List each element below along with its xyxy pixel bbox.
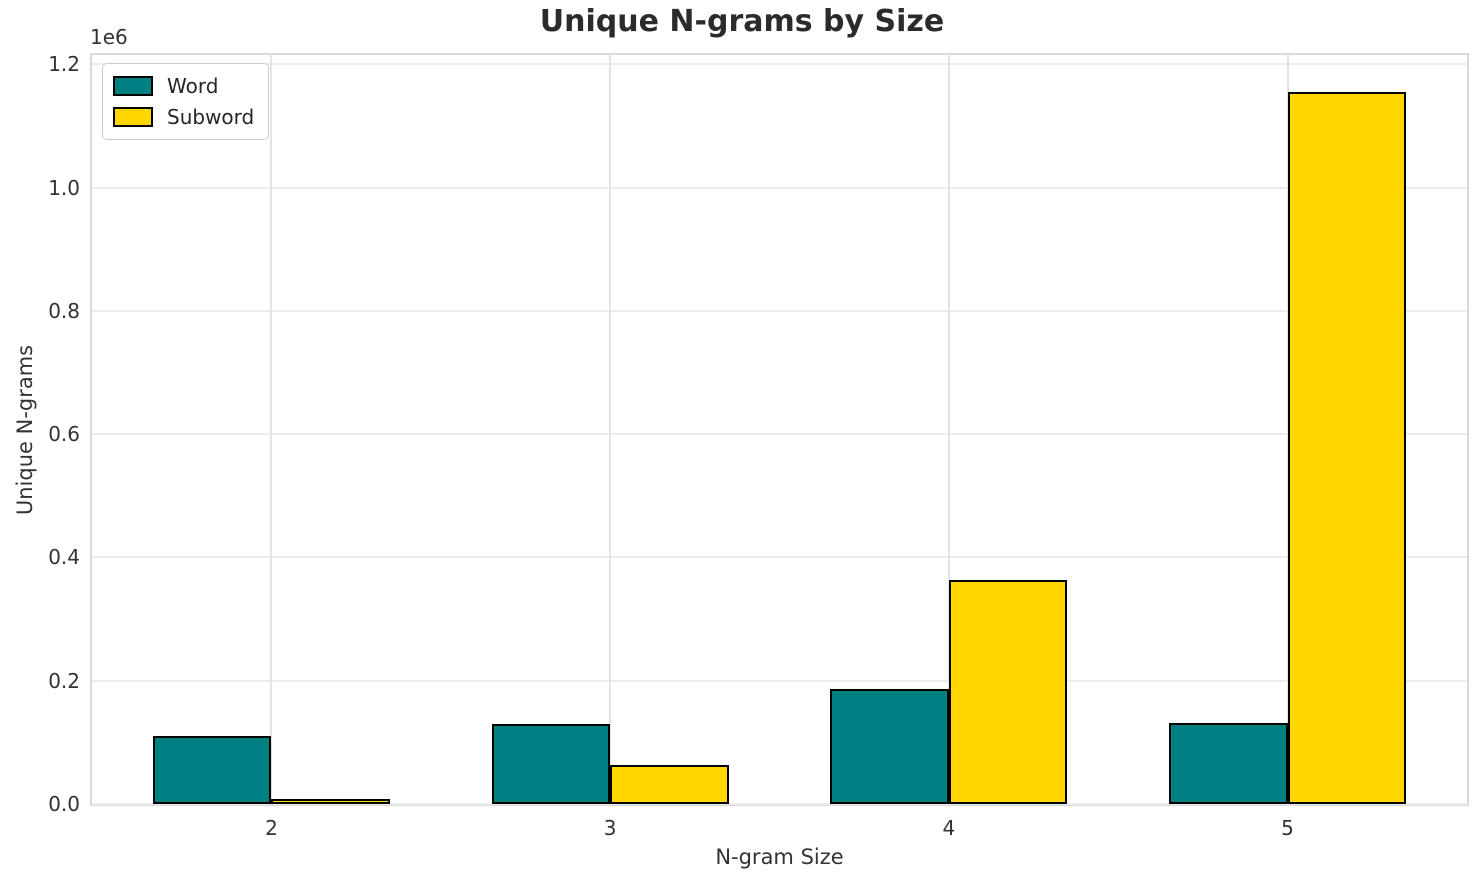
bar-subword-ngram-2 [271, 799, 391, 804]
x-axis-label: N-gram Size [715, 845, 844, 869]
x-tick-label: 4 [942, 816, 956, 840]
v-gridline [270, 55, 273, 804]
legend-label: Subword [167, 105, 255, 129]
h-gridline [92, 186, 1467, 189]
x-tick-label: 5 [1281, 816, 1294, 840]
bar-subword-ngram-5 [1287, 92, 1407, 804]
y-tick-label: 0.2 [48, 668, 80, 693]
v-gridline [609, 55, 612, 804]
h-gridline [92, 556, 1467, 559]
h-gridline [92, 679, 1467, 682]
y-tick-label: 1.0 [48, 175, 80, 200]
bar-word-ngram-3 [491, 724, 611, 804]
legend-label: Word [167, 74, 219, 98]
bar-subword-ngram-4 [948, 580, 1068, 804]
y-tick-label: 0.0 [48, 792, 80, 816]
legend-item-word: Word [113, 74, 254, 98]
y-tick-label: 1.2 [48, 52, 80, 77]
bar-word-ngram-4 [830, 688, 949, 804]
y-tick-label: 0.6 [48, 422, 80, 447]
plot-area: Word Subword [90, 53, 1469, 806]
legend-item-subword: Subword [113, 105, 254, 129]
x-tick-label: 3 [603, 816, 617, 840]
x-tick-label: 2 [265, 816, 278, 840]
y-axis-offset-text: 1e6 [90, 25, 128, 49]
h-gridline [92, 63, 1467, 66]
y-tick-label: 0.4 [48, 545, 80, 570]
h-gridline [92, 803, 1467, 805]
h-gridline [92, 433, 1467, 436]
chart-title: Unique N-grams by Size [539, 4, 945, 39]
legend: Word Subword [102, 63, 270, 140]
legend-swatch-subword [113, 107, 153, 127]
h-gridline [92, 309, 1467, 312]
y-tick-label: 0.8 [48, 298, 80, 323]
bar-subword-ngram-3 [610, 765, 729, 804]
bar-word-ngram-5 [1168, 723, 1288, 804]
v-gridline [947, 55, 950, 804]
legend-swatch-word [113, 76, 153, 96]
bar-word-ngram-2 [152, 736, 272, 804]
